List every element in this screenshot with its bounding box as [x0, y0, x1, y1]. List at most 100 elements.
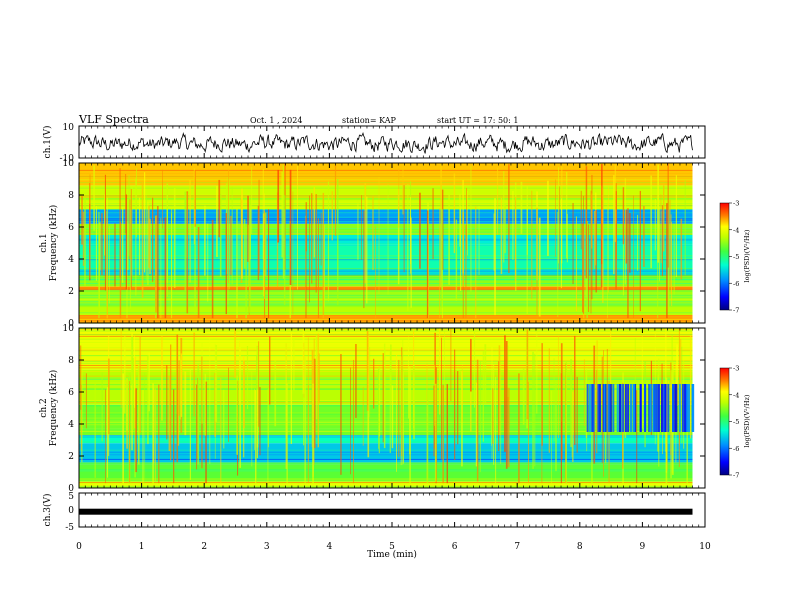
spec-sferic [162, 169, 163, 229]
x-tick-label: 8 [577, 542, 583, 552]
spec-sferic [268, 209, 270, 319]
ch3-ytick-top: 5 [68, 492, 74, 502]
spec-sferic [663, 185, 665, 252]
spec-line [79, 212, 693, 214]
spec-line [79, 388, 693, 389]
spec-sferic [680, 218, 683, 280]
spec-sferic [323, 224, 325, 308]
spec-sferic [493, 213, 495, 271]
spec-sferic [340, 354, 342, 475]
spec-line [79, 401, 693, 403]
ch1-spec-ylabel-freq: Frequency (kHz) [48, 205, 59, 282]
spec-sferic [293, 338, 295, 391]
ch1-ylabel: ch.1(V) [42, 126, 53, 159]
spec-sferic [194, 198, 196, 313]
spec-line [79, 455, 693, 456]
spec-ytick-label: 2 [68, 287, 74, 297]
spec-sferic [205, 381, 207, 484]
spec-line [79, 388, 693, 390]
spec-sferic [259, 387, 261, 456]
spec-sferic [450, 328, 452, 402]
spec-sferic [455, 219, 458, 301]
spec-sferic [667, 163, 669, 268]
spec-sferic [197, 364, 200, 465]
spec-sferic [154, 388, 156, 482]
spec-sferic [547, 180, 549, 256]
spec-sferic [312, 383, 314, 484]
spec-line [79, 207, 693, 209]
spec-sferic [504, 204, 506, 254]
spec-band [79, 275, 693, 287]
spec-sferic [337, 179, 339, 305]
spec-quiet-column [607, 384, 610, 432]
spec-line [79, 187, 693, 189]
colorbar-tick-label: -4 [733, 391, 739, 399]
spec-line [79, 367, 693, 369]
spec-sferic [81, 196, 83, 245]
spec-sferic [433, 385, 435, 457]
spec-quiet-column [688, 384, 690, 432]
spec-sferic [225, 213, 227, 315]
spec-sferic [148, 205, 150, 268]
spec-sferic [590, 193, 593, 249]
spec-sferic [410, 217, 412, 308]
spec-sferic [508, 164, 510, 273]
spec-sferic [497, 167, 499, 235]
spec-sferic [249, 199, 251, 313]
spec-quiet-column [622, 384, 625, 432]
spec-sferic [264, 212, 267, 277]
spec-sferic [129, 381, 131, 484]
spec-sferic [89, 174, 91, 279]
spec-line [79, 294, 693, 296]
spec-ytick-label: 6 [68, 223, 74, 233]
spec-quiet-column [586, 384, 589, 432]
spec-line [79, 356, 693, 357]
spec-line [79, 435, 693, 437]
spec-sferic [292, 191, 294, 315]
ch1-colorbar [719, 202, 730, 311]
spec-sferic [504, 335, 506, 452]
spec-line [79, 360, 693, 362]
spec-sferic [228, 169, 229, 283]
spec-line [79, 229, 693, 230]
spec-line [79, 313, 693, 315]
spec-sferic [366, 196, 368, 304]
spec-line [79, 194, 693, 196]
spec-sferic [109, 226, 110, 304]
spec-sferic [315, 334, 318, 420]
spec-line [79, 382, 693, 384]
spec-line [79, 385, 693, 386]
spec-line [79, 451, 693, 453]
spec-sferic [526, 329, 529, 420]
spec-quiet-column [632, 384, 635, 432]
spec-sferic [372, 195, 374, 271]
spec-sferic [204, 373, 206, 436]
spec-sferic [676, 344, 678, 406]
spec-line [79, 384, 693, 385]
spec-sferic [168, 375, 171, 451]
spec-quiet-column [603, 384, 606, 432]
spec-sferic [601, 185, 604, 240]
spec-quiet-column [630, 384, 632, 432]
spec-quiet-column [664, 384, 667, 432]
spec-sferic [93, 165, 95, 231]
spec-sferic [231, 186, 233, 285]
spec-sferic [236, 375, 238, 455]
spec-line [79, 315, 693, 317]
spec-sferic [268, 387, 269, 448]
spec-sferic [576, 376, 578, 453]
spec-sferic [223, 389, 225, 449]
spec-sferic [373, 358, 375, 409]
spec-quiet-column [684, 384, 687, 432]
spec-sferic [281, 171, 283, 258]
spec-line [79, 349, 693, 351]
spec-sferic [410, 215, 411, 274]
spec-sferic [444, 328, 445, 399]
spec-sferic [666, 203, 668, 319]
spec-sferic [686, 382, 688, 484]
spec-sferic [401, 347, 403, 457]
spec-sferic [453, 173, 456, 254]
spec-sferic [101, 213, 103, 275]
spec-ytick-label: 4 [68, 255, 74, 265]
spec-sferic [518, 373, 520, 484]
